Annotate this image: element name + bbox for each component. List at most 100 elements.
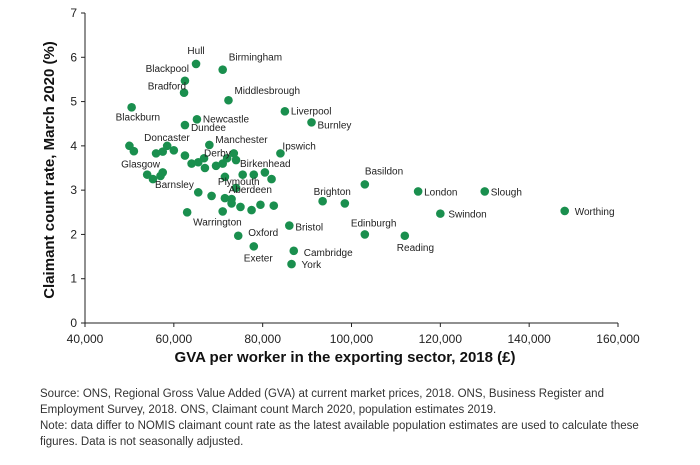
- point-label: Middlesbrough: [234, 86, 300, 97]
- data-point-burnley: [307, 118, 316, 127]
- x-tick-label: 60,000: [155, 332, 192, 346]
- point-label: Blackburn: [116, 112, 160, 123]
- data-point: [193, 188, 203, 197]
- data-point-exeter: [249, 242, 259, 251]
- data-point-blackburn: [127, 103, 136, 112]
- data-point: [249, 170, 259, 179]
- y-axis-title: Claimant count rate, March 2020 (%): [41, 41, 58, 299]
- point-label: Birmingham: [229, 53, 282, 64]
- data-point-manchester: [205, 140, 214, 150]
- data-point-liverpool: [280, 107, 290, 116]
- point-label: Aberdeen: [229, 185, 272, 196]
- point-label: Oxford: [248, 228, 278, 239]
- point-label: Birkenhead: [240, 159, 291, 170]
- data-point-brighton: [318, 196, 327, 206]
- point-label: Cambridge: [304, 248, 353, 259]
- x-axis-ticks: 40,000 60,000 80,000 100,000 120,000 140,000 1…: [67, 323, 640, 346]
- point-label: Derby: [204, 148, 231, 159]
- point-label: Glasgow: [121, 159, 161, 170]
- data-point: [227, 199, 236, 208]
- data-point-worthing: [560, 206, 569, 216]
- data-point: [236, 202, 245, 212]
- data-point-bradford: [179, 88, 189, 98]
- data-point-bristol: [285, 221, 294, 230]
- point-label: Liverpool: [291, 106, 332, 117]
- data-point-ipswich: [276, 149, 285, 158]
- data-note: Note: data differ to NOMIS claimant coun…: [40, 420, 639, 448]
- data-point: [169, 145, 179, 155]
- point-label: Bristol: [295, 223, 323, 234]
- point-label: Dundee: [191, 123, 226, 134]
- data-point: [180, 151, 190, 160]
- y-tick-label: 5: [70, 95, 77, 109]
- point-labels: Hull Birmingham Blackpool Bradford Middlesbr…: [116, 46, 615, 271]
- data-point: [158, 168, 168, 177]
- data-point: [158, 147, 168, 156]
- point-label: Brighton: [314, 187, 351, 198]
- x-tick-label: 160,000: [596, 332, 640, 346]
- point-label: London: [424, 187, 457, 198]
- data-point: [129, 146, 139, 156]
- axes: [84, 13, 618, 324]
- data-point: [193, 157, 203, 167]
- data-point: [267, 174, 276, 184]
- data-point: [256, 200, 265, 210]
- x-axis-title: GVA per worker in the exporting sector, …: [175, 349, 516, 366]
- point-label: Hull: [187, 46, 204, 57]
- data-point: [229, 149, 239, 158]
- scatter-chart: 0 1 2 3 4 5 6 7 40,000 60,000 80,000 100,000 120,00…: [41, 6, 640, 366]
- data-point-newcastle: [192, 114, 202, 124]
- data-point-cambridge: [289, 246, 299, 256]
- y-tick-label: 1: [70, 272, 77, 286]
- x-tick-label: 120,000: [419, 332, 463, 346]
- point-label: Reading: [397, 243, 434, 254]
- point-label: Warrington: [193, 217, 242, 228]
- point-label: Worthing: [575, 207, 615, 218]
- y-tick-label: 4: [70, 139, 77, 153]
- data-point-warrington: [182, 207, 192, 217]
- x-tick-label: 140,000: [507, 332, 551, 346]
- y-tick-label: 2: [70, 227, 77, 241]
- data-point: [142, 170, 152, 179]
- point-label: Doncaster: [144, 133, 190, 144]
- point-label: Slough: [491, 187, 522, 198]
- data-point: [222, 153, 232, 163]
- data-point-reading: [400, 231, 410, 241]
- data-point-london: [413, 187, 423, 196]
- data-point: [211, 161, 221, 171]
- data-point-slough: [480, 187, 490, 196]
- data-point: [218, 207, 227, 216]
- point-label: Swindon: [448, 210, 486, 221]
- data-point: [220, 193, 230, 203]
- point-label: Basildon: [365, 166, 403, 177]
- data-point: [269, 201, 279, 210]
- data-point-birkenhead: [231, 155, 241, 165]
- point-label: Manchester: [215, 135, 268, 146]
- data-point-middlesbrough: [224, 95, 233, 105]
- y-axis-ticks: 0 1 2 3 4 5 6 7: [70, 6, 85, 330]
- data-point: [207, 191, 216, 201]
- point-label: York: [302, 260, 323, 271]
- data-point-birmingham: [218, 65, 227, 74]
- point-label: Newcastle: [203, 114, 250, 125]
- point-label: Barnsley: [155, 180, 194, 191]
- data-point: [231, 183, 241, 193]
- data-point-edinburgh: [360, 230, 370, 239]
- data-point: [260, 168, 270, 177]
- data-point: [200, 163, 210, 173]
- data-point-glasgow: [151, 149, 161, 158]
- point-label: Bradford: [148, 82, 186, 93]
- data-point-plymouth: [220, 172, 230, 182]
- data-point: [247, 205, 256, 215]
- x-tick-label: 80,000: [244, 332, 281, 346]
- point-label: Exeter: [244, 253, 274, 264]
- point-label: Burnley: [318, 120, 352, 131]
- data-point-swindon: [436, 209, 445, 218]
- y-tick-label: 0: [70, 316, 77, 330]
- data-point-dundee: [180, 120, 190, 130]
- data-point: [340, 199, 350, 208]
- data-point-blackpool: [180, 76, 190, 86]
- point-label: Blackpool: [146, 64, 189, 75]
- y-tick-label: 6: [70, 50, 77, 64]
- data-point: [238, 170, 247, 179]
